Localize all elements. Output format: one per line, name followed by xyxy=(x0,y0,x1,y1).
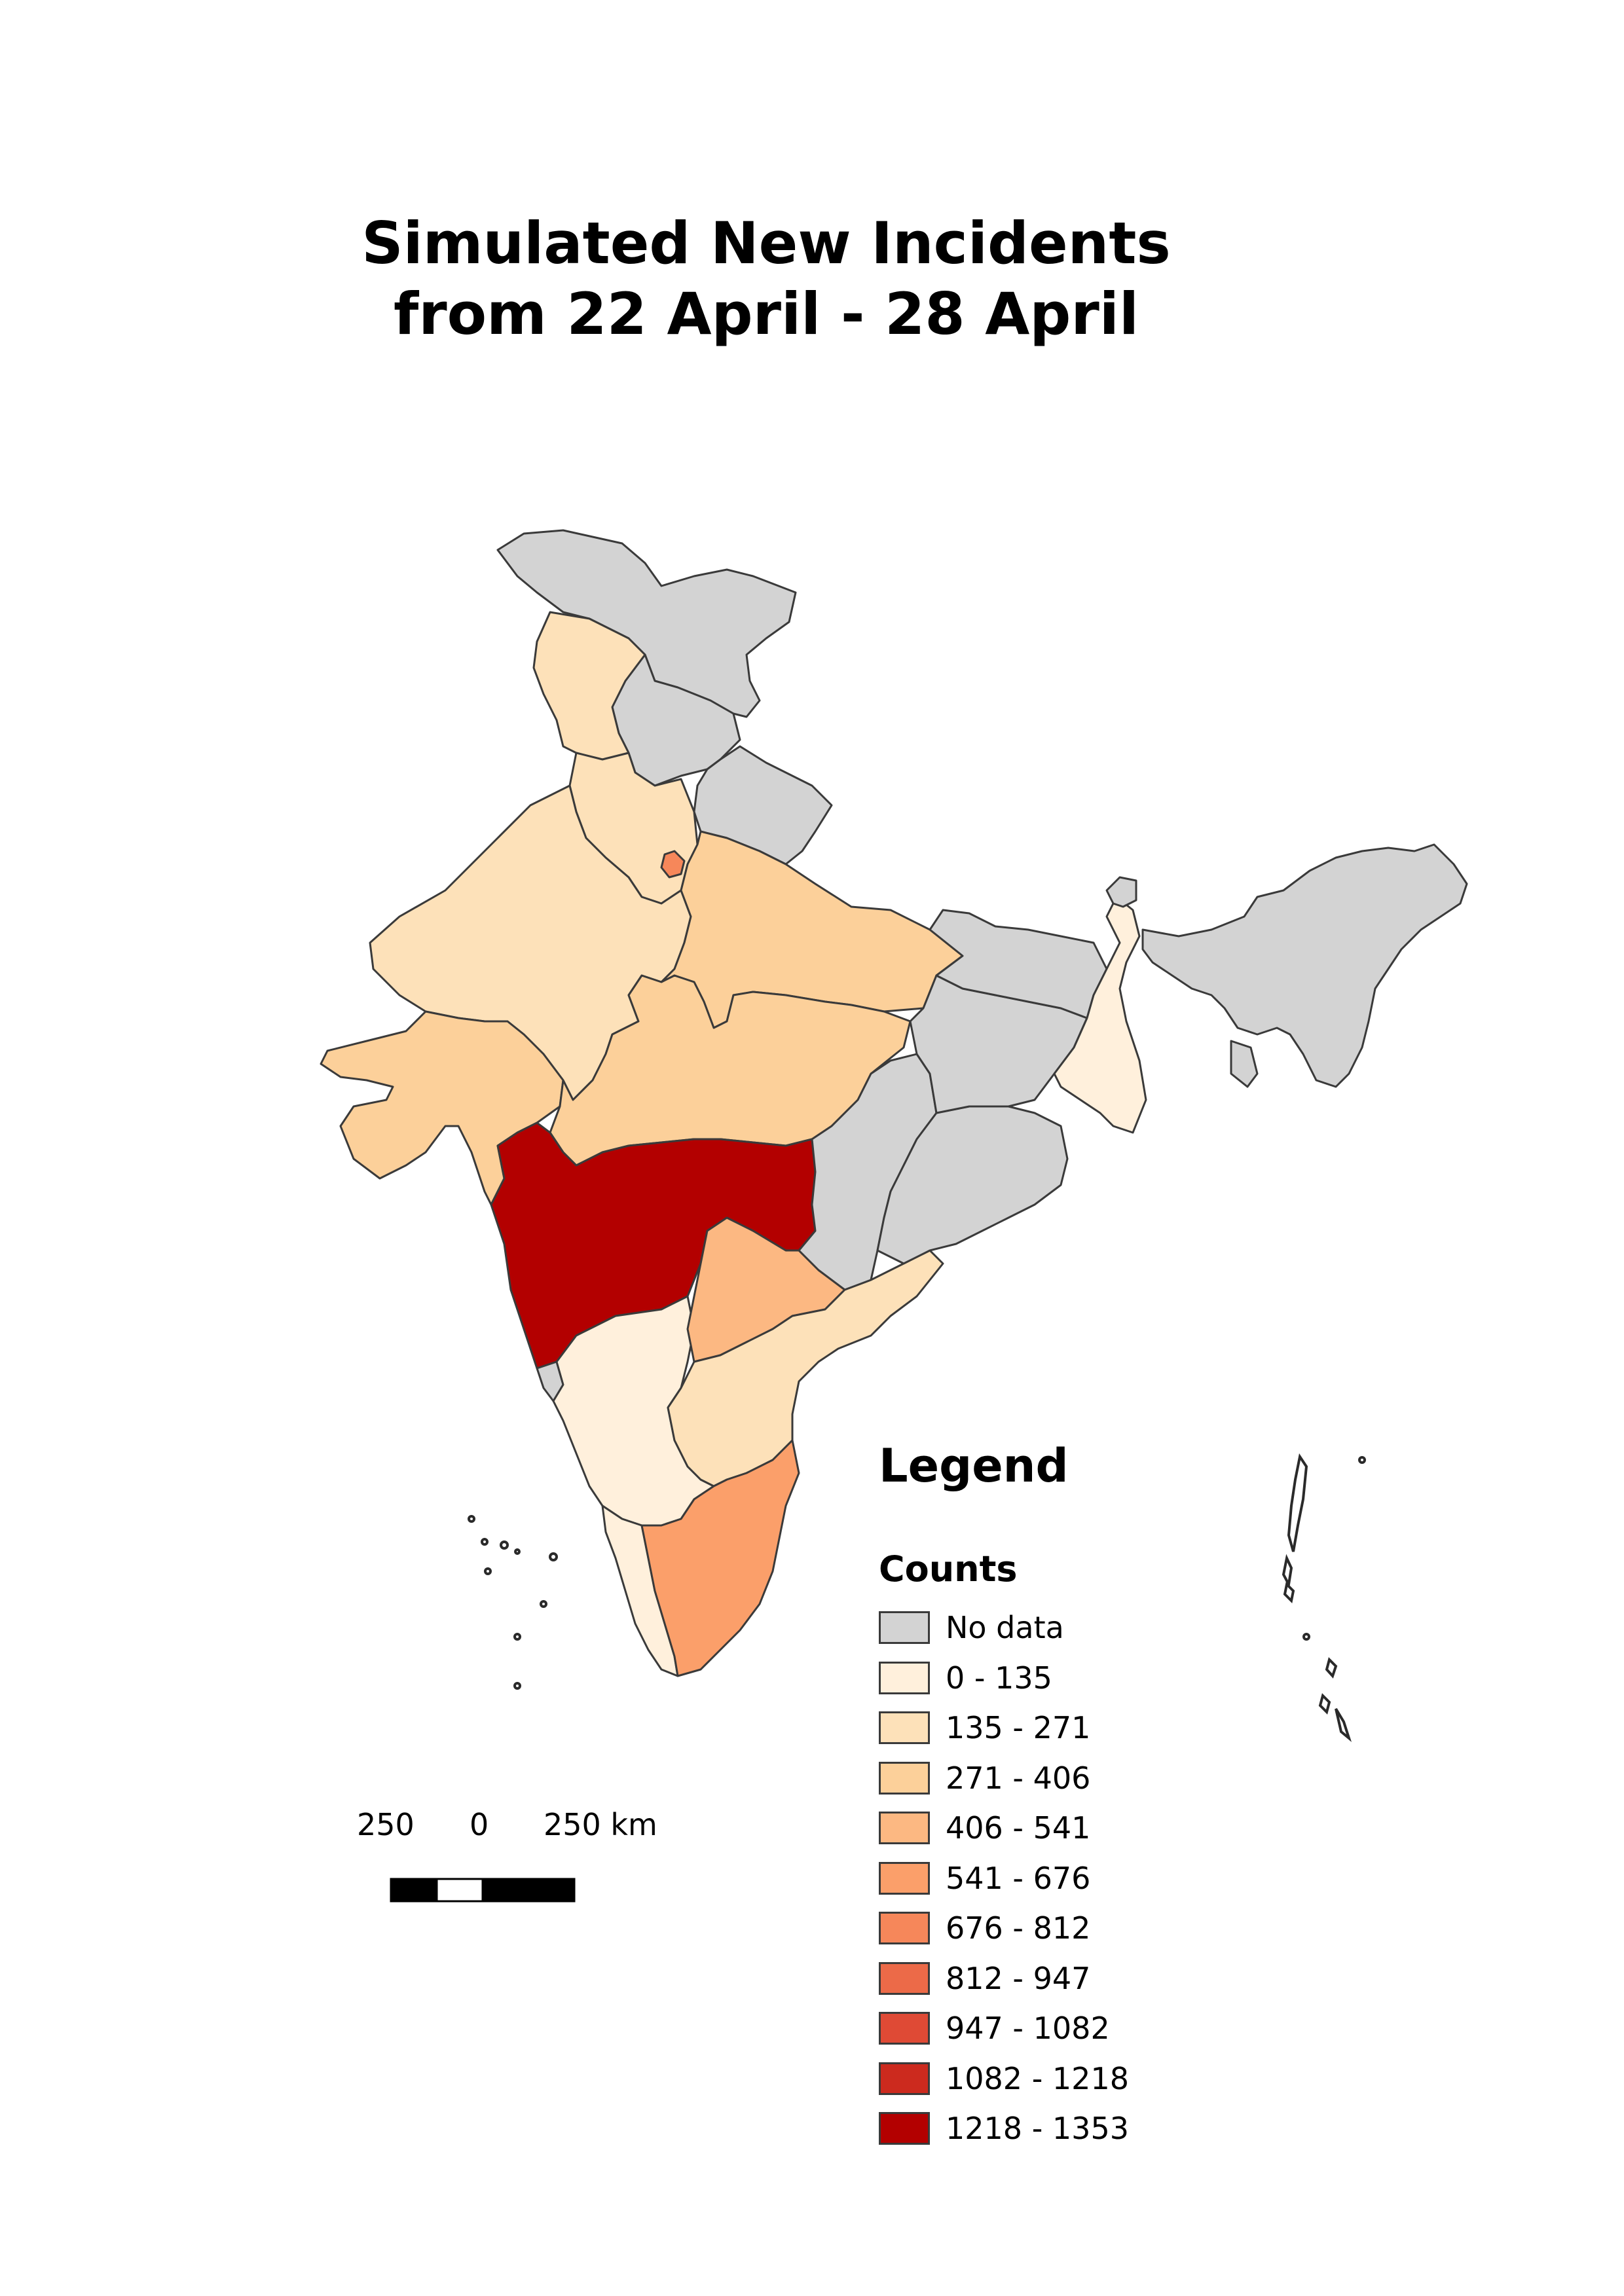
legend-swatch xyxy=(879,1711,930,1744)
legend-label: No data xyxy=(946,1610,1064,1645)
scale-label-right: 250 km xyxy=(544,1807,657,1842)
region-delhi xyxy=(660,850,686,879)
legend-entry: 676 - 812 xyxy=(879,1910,1090,1946)
lakshadweep-islands xyxy=(468,1515,558,1690)
legend-swatch xyxy=(879,2112,930,2145)
legend-swatch xyxy=(879,1861,930,1895)
legend-entry: 541 - 676 xyxy=(879,1860,1090,1897)
region-andhra-pradesh xyxy=(667,1249,944,1487)
legend-swatch xyxy=(879,1961,930,1995)
andaman-nicobar-islands xyxy=(1282,1453,1366,1742)
region-sikkim xyxy=(1105,876,1137,908)
scale-label-zero: 0 xyxy=(470,1807,489,1842)
legend-label: 406 - 541 xyxy=(946,1810,1091,1846)
legend-entry: 812 - 947 xyxy=(879,1960,1090,1997)
legend-entry: 947 - 1082 xyxy=(879,2010,1110,2047)
map-title: Simulated New Incidents from 22 April - … xyxy=(0,208,1532,350)
legend-swatch xyxy=(879,1812,930,1844)
legend-swatch xyxy=(879,2012,930,2045)
region-uttarakhand xyxy=(693,745,833,866)
legend-swatch xyxy=(879,2062,930,2095)
legend-entry: 406 - 541 xyxy=(879,1810,1090,1846)
region-west-bengal xyxy=(1053,896,1147,1134)
region-north-east xyxy=(1141,843,1468,1088)
legend-entry: 1082 - 1218 xyxy=(879,2060,1129,2097)
legend-entry: 271 - 406 xyxy=(879,1760,1090,1796)
scale-bar-labels: 250 0 250 km xyxy=(357,1807,671,1846)
region-odisha xyxy=(876,1105,1069,1265)
legend-swatch xyxy=(879,1761,930,1795)
legend-label: 947 - 1082 xyxy=(946,2011,1110,2046)
legend-label: 1218 - 1353 xyxy=(946,2111,1129,2146)
legend-label: 135 - 271 xyxy=(946,1710,1091,1745)
region-tamil-nadu xyxy=(640,1439,800,1677)
legend-swatch xyxy=(879,1611,930,1644)
legend-entry: No data xyxy=(879,1609,1064,1646)
region-gujarat xyxy=(320,1010,564,1206)
region-tripura xyxy=(1230,1040,1259,1088)
legend-subtitle: Counts xyxy=(879,1548,1018,1590)
legend-label: 0 - 135 xyxy=(946,1660,1052,1696)
legend-swatch xyxy=(879,1912,930,1944)
legend-label: 812 - 947 xyxy=(946,1960,1091,1996)
legend-label: 676 - 812 xyxy=(946,1910,1091,1946)
map-title-line-2: from 22 April - 28 April xyxy=(393,280,1139,348)
scale-label-left: 250 xyxy=(357,1807,415,1842)
legend-entry: 0 - 135 xyxy=(879,1660,1052,1696)
legend-title: Legend xyxy=(879,1439,1069,1493)
legend-swatch xyxy=(879,1661,930,1694)
region-uttar-pradesh xyxy=(660,830,964,1029)
scale-bar xyxy=(390,1878,576,1903)
legend-entry: 135 - 271 xyxy=(879,1709,1090,1746)
legend-label: 1082 - 1218 xyxy=(946,2060,1129,2096)
map-title-line-1: Simulated New Incidents xyxy=(361,210,1171,277)
legend-entry: 1218 - 1353 xyxy=(879,2110,1129,2147)
legend-label: 541 - 676 xyxy=(946,1860,1091,1896)
legend-label: 271 - 406 xyxy=(946,1760,1091,1796)
